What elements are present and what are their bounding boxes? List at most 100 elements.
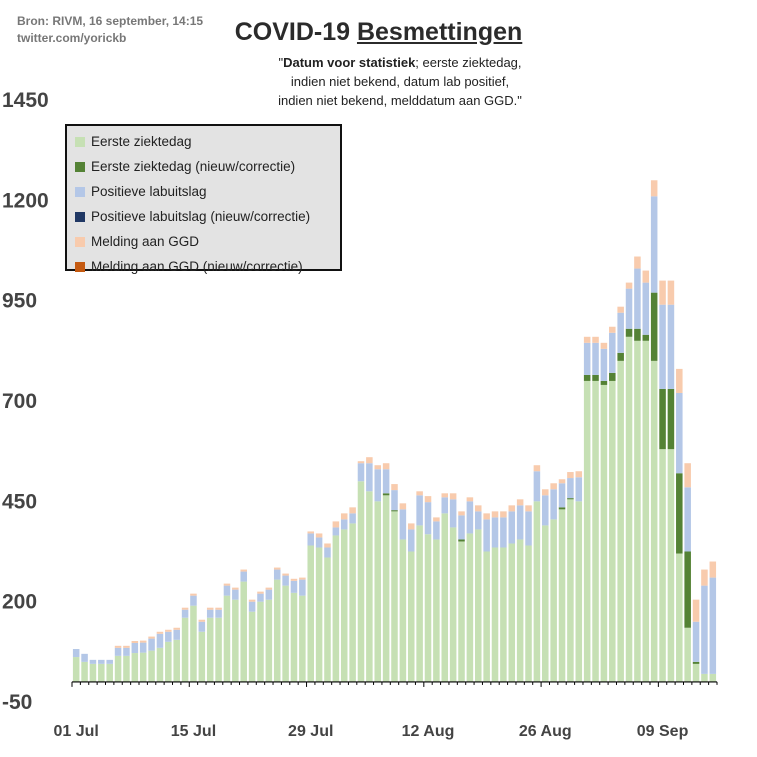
bar-segment [332, 527, 340, 536]
bar-segment [382, 469, 390, 494]
bar-segment [667, 304, 675, 389]
bar-segment [525, 545, 532, 682]
bar-segment [684, 551, 691, 628]
bar-segment [634, 340, 641, 682]
bar-segment [206, 609, 214, 618]
bar-segment [491, 517, 499, 548]
bar-segment [634, 268, 641, 329]
subtitle-line-1: "Datum voor statistiek; eerste ziektedag… [230, 53, 570, 72]
bar-segment [114, 647, 122, 656]
y-tick-label: -50 [2, 691, 32, 714]
bar-segment [416, 491, 423, 496]
bar-segment [709, 673, 717, 682]
bar-segment [542, 489, 549, 496]
chart-title-underlined: Besmettingen [356, 18, 523, 46]
bar-segment [382, 463, 390, 470]
subtitle-line-2: indien niet bekend, datum lab positief, [290, 74, 510, 89]
legend-swatch [75, 211, 85, 222]
bar-segment [475, 529, 482, 682]
bar-segment [676, 368, 683, 393]
bar-segment [324, 547, 331, 558]
bar-segment [257, 593, 264, 602]
bar-segment [215, 617, 222, 682]
bar-segment [676, 553, 683, 682]
bar-segment [156, 633, 164, 648]
bar-segment [709, 577, 717, 674]
bar-segment [148, 638, 155, 651]
bar-segment [659, 388, 666, 450]
x-tick-label: 01 Jul [54, 723, 99, 740]
bar-segment [491, 511, 499, 518]
bar-segment [609, 326, 616, 333]
bar-segment [458, 539, 465, 542]
bar-segment [248, 601, 256, 612]
bar-segment [692, 621, 700, 662]
bar-segment [89, 659, 97, 664]
bar-segment [516, 499, 524, 506]
bar-segment [533, 471, 541, 502]
bar-segment [516, 505, 524, 540]
bars-group [72, 180, 717, 682]
x-tick-label: 26 Aug [519, 723, 572, 740]
bar-segment [642, 270, 650, 283]
bar-segment [349, 523, 356, 682]
bar-segment [232, 599, 239, 682]
bar-segment [475, 505, 482, 512]
bar-segment [282, 575, 289, 586]
bar-segment [273, 579, 281, 682]
bar-segment [257, 591, 264, 594]
bar-segment [458, 511, 465, 516]
bar-segment [131, 641, 139, 644]
x-tick-label: 29 Jul [288, 723, 333, 740]
bar-segment [600, 380, 608, 385]
bar-segment [433, 517, 440, 522]
bar-segment [89, 663, 97, 682]
bar-segment [692, 661, 700, 664]
bar-segment [399, 509, 407, 540]
bar-segment [692, 663, 700, 682]
bar-segment [374, 469, 382, 502]
bar-segment [190, 605, 197, 682]
bar-segment [567, 499, 574, 682]
bar-segment [223, 595, 231, 682]
bar-segment [181, 609, 189, 618]
legend-label: Positieve labuitslag (nieuw/correctie) [91, 209, 311, 224]
bar-segment [667, 449, 675, 682]
legend-item: Positieve labuitslag [75, 179, 332, 204]
source-note: Bron: RIVM, 16 september, 14:15 twitter.… [17, 13, 203, 47]
bar-segment [433, 539, 440, 682]
bar-segment [642, 282, 650, 335]
legend-swatch [75, 161, 85, 172]
legend-swatch [75, 236, 85, 247]
bar-segment [709, 561, 717, 578]
bar-segment [558, 507, 566, 510]
bar-segment [81, 653, 88, 662]
bar-segment [340, 519, 348, 530]
bar-segment [391, 484, 398, 491]
bar-segment [617, 312, 624, 353]
bar-segment [466, 497, 474, 502]
bar-segment [240, 569, 247, 572]
bar-segment [299, 595, 306, 682]
bar-segment [165, 641, 172, 682]
bar-segment [701, 569, 708, 586]
bar-segment [248, 611, 256, 682]
bar-segment [533, 465, 541, 472]
bar-segment [265, 599, 273, 682]
bar-segment [181, 617, 189, 682]
bar-segment [575, 471, 583, 478]
bar-segment [550, 483, 557, 490]
bar-segment [198, 619, 206, 622]
bar-segment [416, 525, 423, 682]
source-handle: twitter.com/yorickb [17, 31, 127, 45]
bar-segment [131, 653, 139, 682]
subtitle-line-1-rest: ; eerste ziektedag, [415, 55, 522, 70]
bar-segment [123, 655, 130, 682]
bar-segment [441, 493, 449, 498]
bar-segment [265, 587, 273, 590]
bar-segment [114, 655, 122, 682]
bar-segment [257, 601, 264, 682]
bar-segment [290, 580, 298, 593]
bar-segment [567, 472, 574, 479]
bar-segment [282, 573, 289, 576]
